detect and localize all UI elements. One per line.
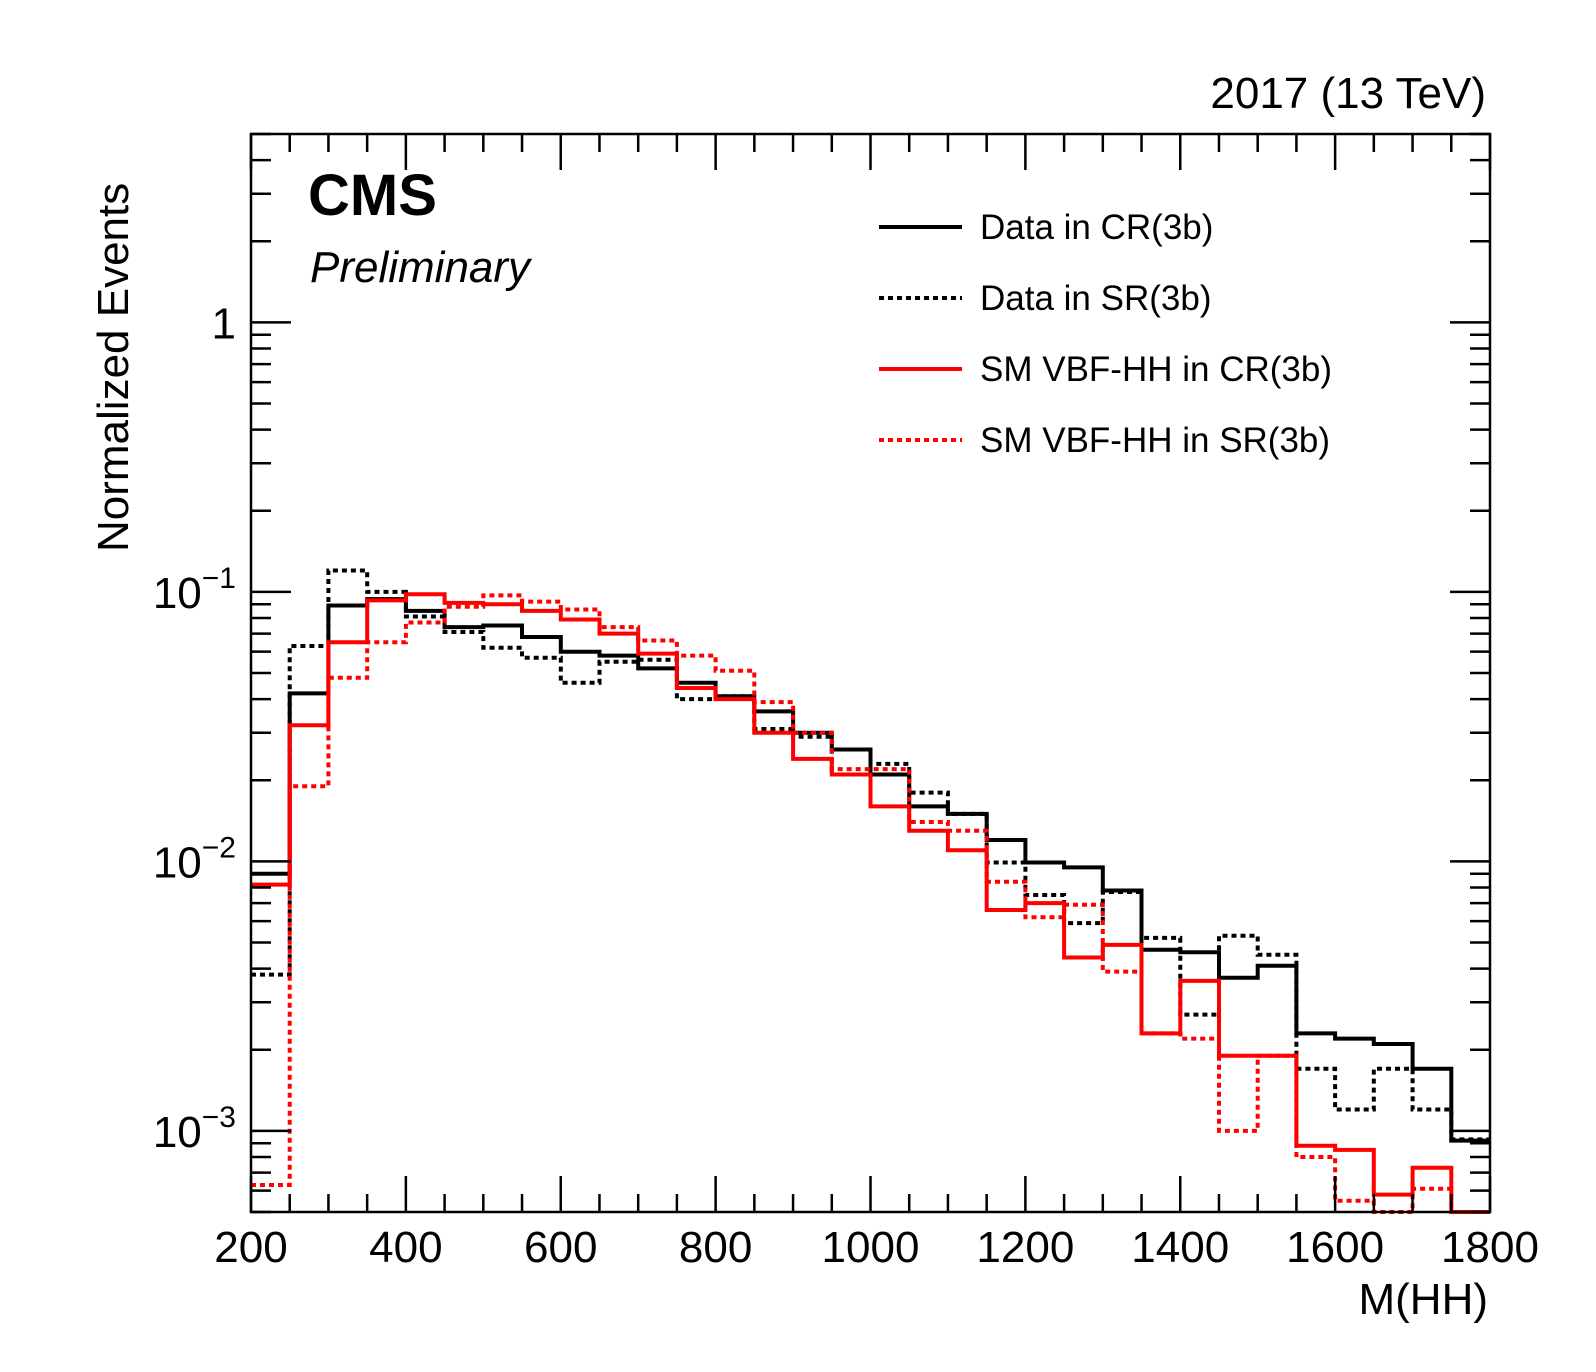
x-tick-label: 400 (369, 1223, 442, 1272)
x-tick-labels: 200 400 600 800 1000 1200 1400 1600 1800 (214, 1223, 1539, 1272)
tick-layer (249, 132, 1492, 1214)
histogram-layer (251, 568, 1490, 1214)
x-tick-label: 1800 (1441, 1223, 1539, 1272)
cms-label: CMS (308, 163, 437, 228)
y-tick-label: 1 (212, 299, 236, 348)
legend-entry-label: Data in SR(3b) (980, 279, 1211, 318)
y-tick-label: 10−3 (153, 1101, 236, 1157)
x-tick-label: 1200 (976, 1223, 1074, 1272)
series-line-3 (251, 592, 1490, 1214)
legend-entry-label: SM VBF-HH in CR(3b) (980, 350, 1332, 389)
series-line-4 (251, 593, 1490, 1214)
y-tick-label: 10−1 (153, 562, 236, 618)
x-tick-label: 1400 (1131, 1223, 1229, 1272)
y-tick-labels: 10−3 10−2 10−1 1 (153, 299, 236, 1157)
y-tick-label: 10−2 (153, 831, 236, 887)
y-axis-title: Normalized Events (89, 183, 138, 552)
legend-entry-label: Data in CR(3b) (980, 208, 1213, 247)
x-tick-label: 600 (524, 1223, 597, 1272)
lumi-label: 2017 (13 TeV) (1210, 69, 1486, 118)
legend: Data in CR(3b) Data in SR(3b) SM VBF-HH in… (879, 208, 1332, 460)
preliminary-label: Preliminary (310, 243, 533, 292)
x-tick-label: 1000 (822, 1223, 920, 1272)
x-axis-title: M(HH) (1358, 1275, 1488, 1324)
legend-entry-label: SM VBF-HH in SR(3b) (980, 421, 1330, 460)
x-tick-label: 1600 (1286, 1223, 1384, 1272)
series-line-2 (251, 568, 1490, 1142)
x-tick-label: 800 (679, 1223, 752, 1272)
x-tick-label: 200 (214, 1223, 287, 1272)
plot-frame (249, 132, 1492, 1214)
